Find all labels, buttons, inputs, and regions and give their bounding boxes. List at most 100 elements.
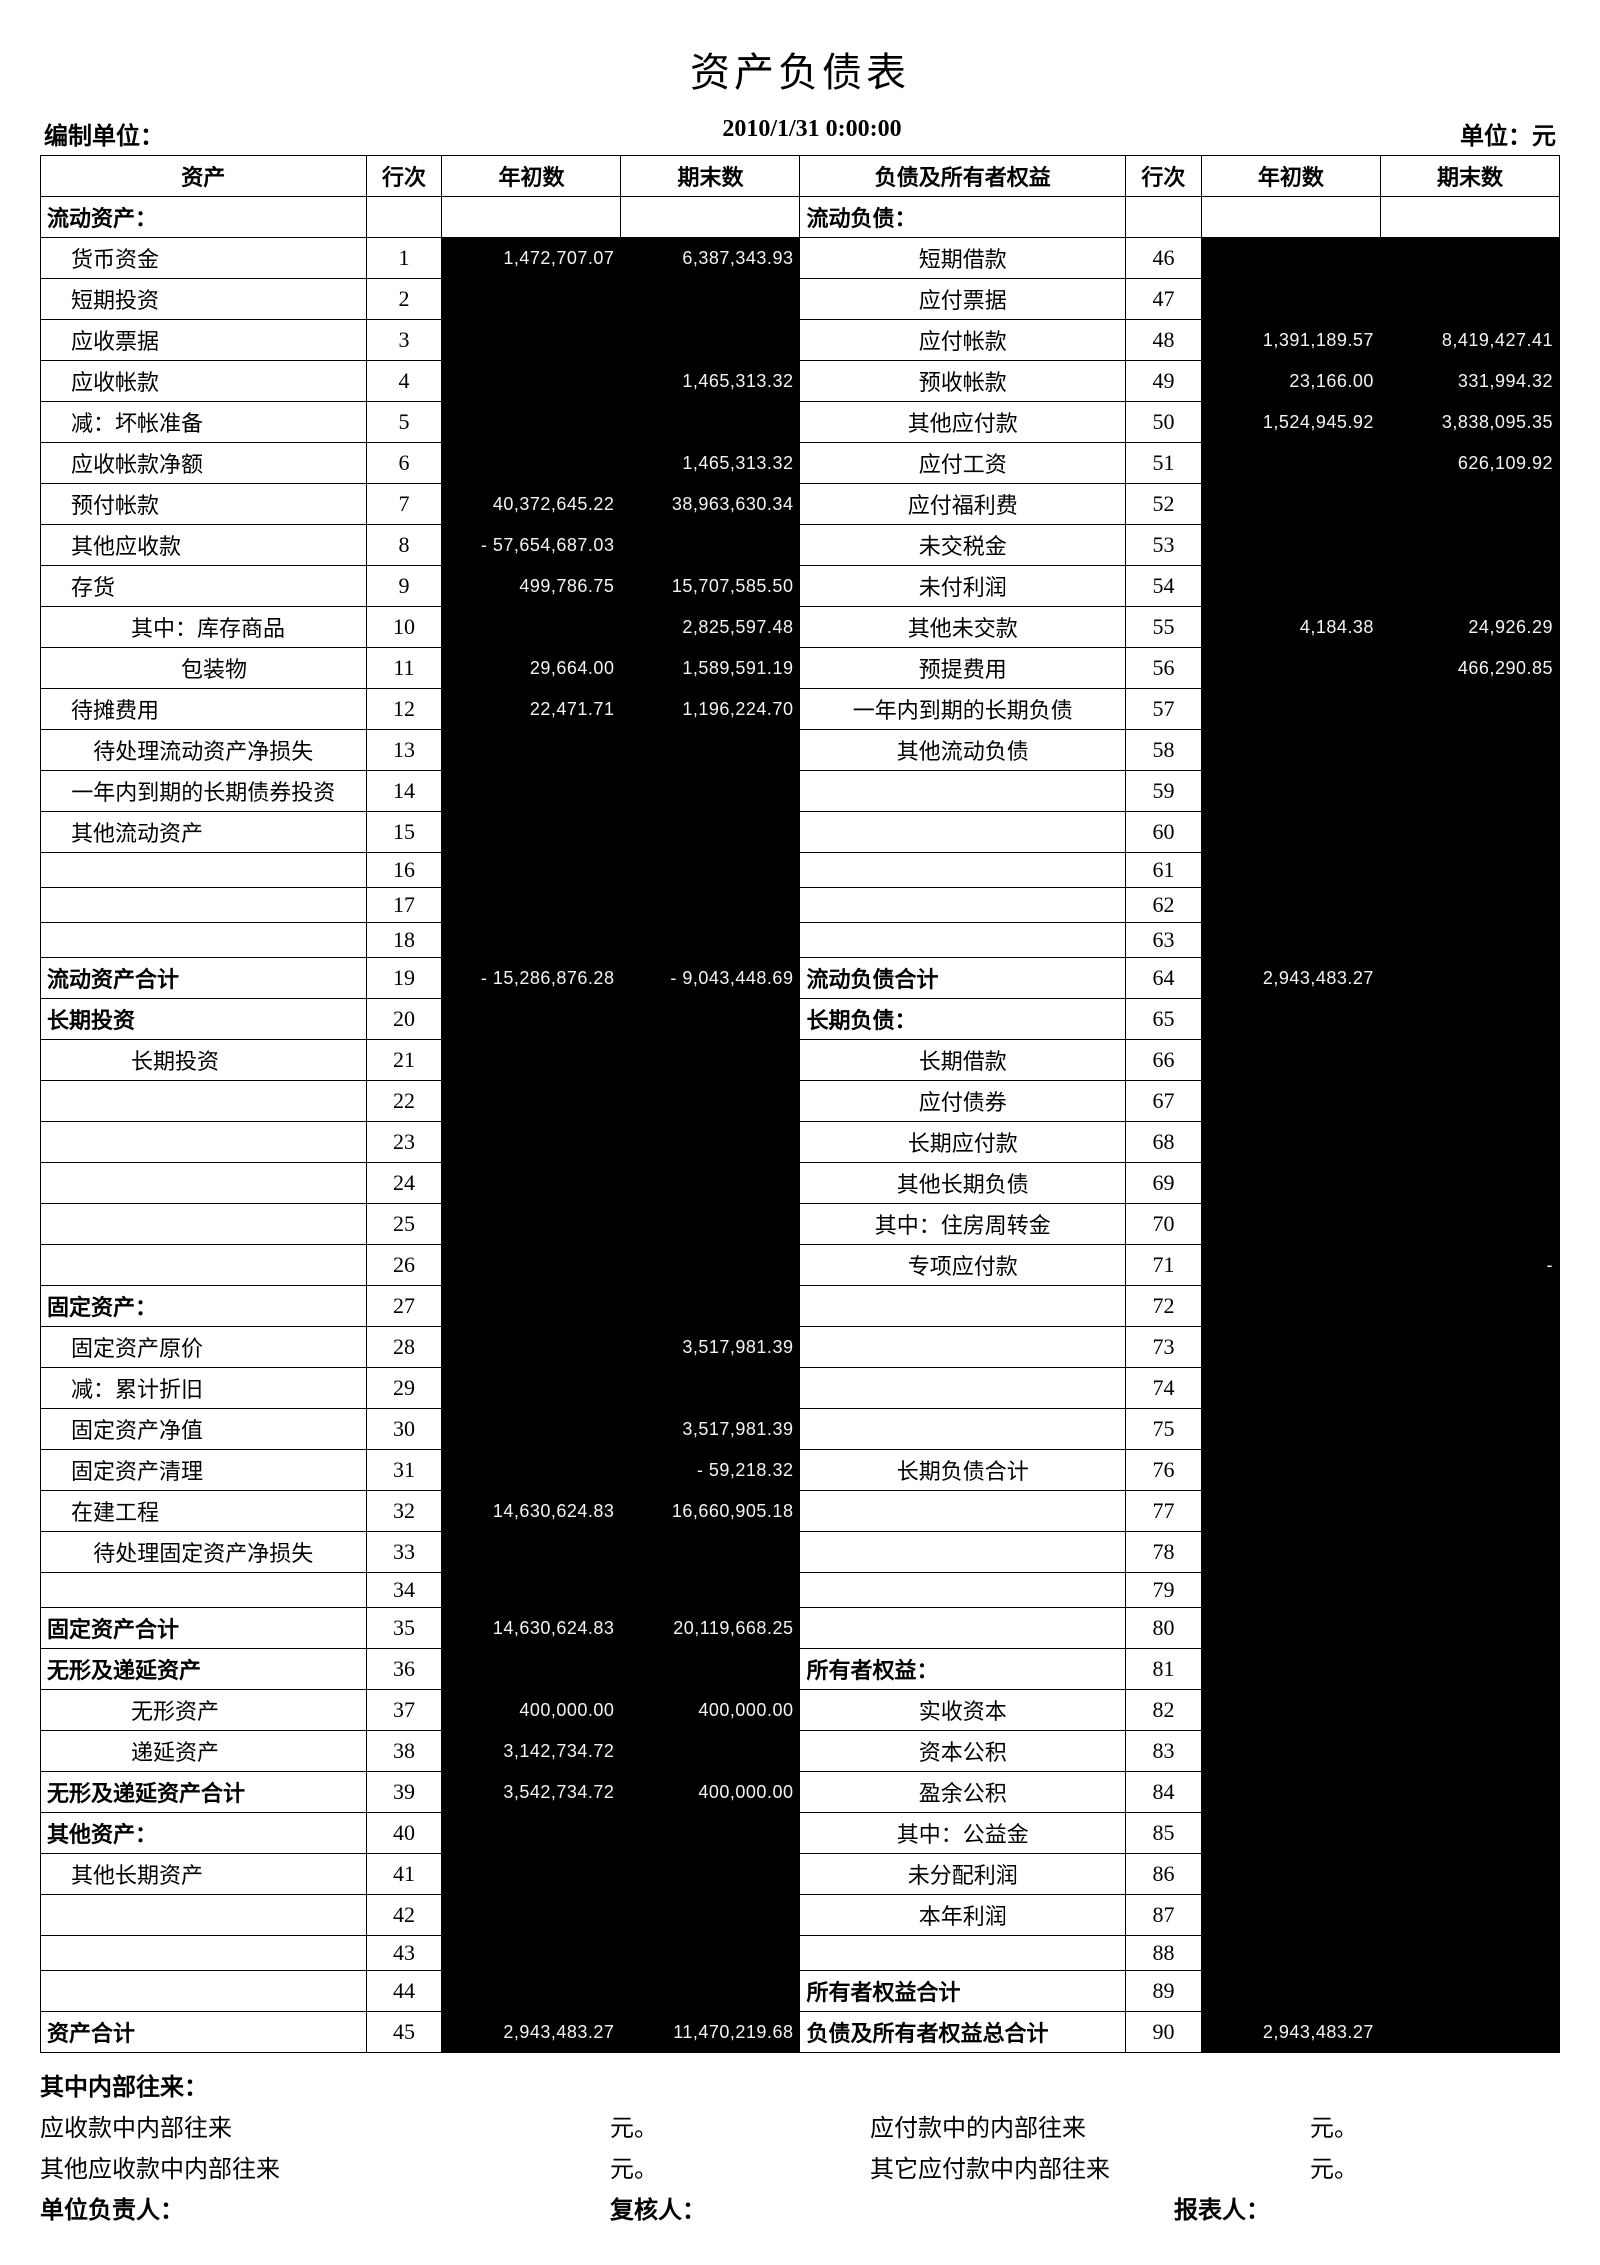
table-cell — [1380, 1204, 1559, 1245]
footer-sign-3: 报表人： — [870, 2190, 1310, 2225]
table-cell: 44 — [366, 1971, 442, 2012]
table-cell — [1201, 525, 1380, 566]
table-cell — [1380, 958, 1559, 999]
table-cell — [621, 999, 800, 1040]
table-cell: 2 — [366, 279, 442, 320]
table-cell: 固定资产原价 — [41, 1327, 367, 1368]
table-cell — [442, 853, 621, 888]
table-cell: 其中：住房周转金 — [800, 1204, 1126, 1245]
table-cell — [800, 923, 1126, 958]
table-cell — [1380, 566, 1559, 607]
header-row: 编制单位： 2010/1/31 0:00:00 单位：元 — [40, 116, 1560, 151]
table-cell — [442, 320, 621, 361]
table-cell — [442, 1327, 621, 1368]
table-cell: 专项应付款 — [800, 1245, 1126, 1286]
table-cell: 466,290.85 — [1380, 648, 1559, 689]
table-cell: 4,184.38 — [1201, 607, 1380, 648]
table-cell — [1201, 888, 1380, 923]
table-row: 其他长期资产41未分配利润86 — [41, 1854, 1560, 1895]
table-cell — [1201, 730, 1380, 771]
table-cell: 15,707,585.50 — [621, 566, 800, 607]
table-cell — [1380, 1491, 1559, 1532]
table-cell — [1380, 1731, 1559, 1772]
table-cell: 75 — [1125, 1409, 1201, 1450]
table-cell — [1201, 1649, 1380, 1690]
table-cell — [1201, 1573, 1380, 1608]
table-row: 其他应收款8- 57,654,687.03未交税金53 — [41, 525, 1560, 566]
table-cell: 14 — [366, 771, 442, 812]
table-cell — [442, 1649, 621, 1690]
table-row: 减：坏帐准备5其他应付款501,524,945.923,838,095.35 — [41, 402, 1560, 443]
table-cell — [41, 1936, 367, 1971]
table-cell: 无形及递延资产 — [41, 1649, 367, 1690]
table-cell — [1380, 1122, 1559, 1163]
table-cell: 76 — [1125, 1450, 1201, 1491]
table-cell — [442, 1573, 621, 1608]
table-row: 42本年利润87 — [41, 1895, 1560, 1936]
table-cell — [1201, 1040, 1380, 1081]
table-cell — [1201, 1532, 1380, 1573]
table-cell: 59 — [1125, 771, 1201, 812]
footer-r1-right: 应付款中的内部往来 — [870, 2108, 1310, 2143]
table-cell: - — [1380, 1245, 1559, 1286]
table-cell: 400,000.00 — [442, 1690, 621, 1731]
table-cell — [41, 888, 367, 923]
table-cell: 固定资产： — [41, 1286, 367, 1327]
table-cell — [1201, 1772, 1380, 1813]
table-cell: 81 — [1125, 1649, 1201, 1690]
table-cell — [621, 402, 800, 443]
table-cell — [621, 1573, 800, 1608]
table-cell: 71 — [1125, 1245, 1201, 1286]
table-cell: 流动负债： — [800, 197, 1126, 238]
table-cell — [1201, 812, 1380, 853]
table-cell: 6 — [366, 443, 442, 484]
table-cell: 流动负债合计 — [800, 958, 1126, 999]
table-cell: 10 — [366, 607, 442, 648]
footer-yuan-4: 元。 — [1310, 2149, 1490, 2184]
table-cell: 其他应付款 — [800, 402, 1126, 443]
table-row: 长期投资20长期负债：65 — [41, 999, 1560, 1040]
table-cell — [621, 853, 800, 888]
table-cell — [621, 279, 800, 320]
table-cell — [1201, 1327, 1380, 1368]
table-cell — [621, 1532, 800, 1573]
table-row: 递延资产383,142,734.72资本公积83 — [41, 1731, 1560, 1772]
table-cell: 其中：库存商品 — [41, 607, 367, 648]
table-cell — [800, 1368, 1126, 1409]
table-cell: 29 — [366, 1368, 442, 1409]
table-cell — [621, 1649, 800, 1690]
table-cell: 64 — [1125, 958, 1201, 999]
table-cell — [1380, 1286, 1559, 1327]
table-cell — [442, 812, 621, 853]
table-cell: 其他资产： — [41, 1813, 367, 1854]
table-cell — [621, 1204, 800, 1245]
table-cell — [1380, 484, 1559, 525]
table-cell: 1 — [366, 238, 442, 279]
table-cell — [442, 1450, 621, 1491]
table-cell — [1380, 1936, 1559, 1971]
table-cell: 固定资产清理 — [41, 1450, 367, 1491]
table-row: 长期投资21长期借款66 — [41, 1040, 1560, 1081]
table-cell: 1,524,945.92 — [1201, 402, 1380, 443]
table-cell — [442, 1286, 621, 1327]
table-cell — [1201, 648, 1380, 689]
table-cell: 88 — [1125, 1936, 1201, 1971]
table-cell: 16 — [366, 853, 442, 888]
col-liab: 负债及所有者权益 — [800, 156, 1126, 197]
table-cell: 32 — [366, 1491, 442, 1532]
table-cell — [1201, 1936, 1380, 1971]
table-cell: 一年内到期的长期负债 — [800, 689, 1126, 730]
table-cell — [442, 197, 621, 238]
table-cell — [442, 1813, 621, 1854]
table-cell: 长期投资 — [41, 1040, 367, 1081]
table-cell — [621, 1971, 800, 2012]
table-cell — [800, 1327, 1126, 1368]
table-cell — [1380, 771, 1559, 812]
table-cell — [1201, 1409, 1380, 1450]
table-row: 23长期应付款68 — [41, 1122, 1560, 1163]
table-cell — [621, 1081, 800, 1122]
table-cell — [621, 197, 800, 238]
table-cell: 6,387,343.93 — [621, 238, 800, 279]
table-cell: 70 — [1125, 1204, 1201, 1245]
table-row: 4388 — [41, 1936, 1560, 1971]
